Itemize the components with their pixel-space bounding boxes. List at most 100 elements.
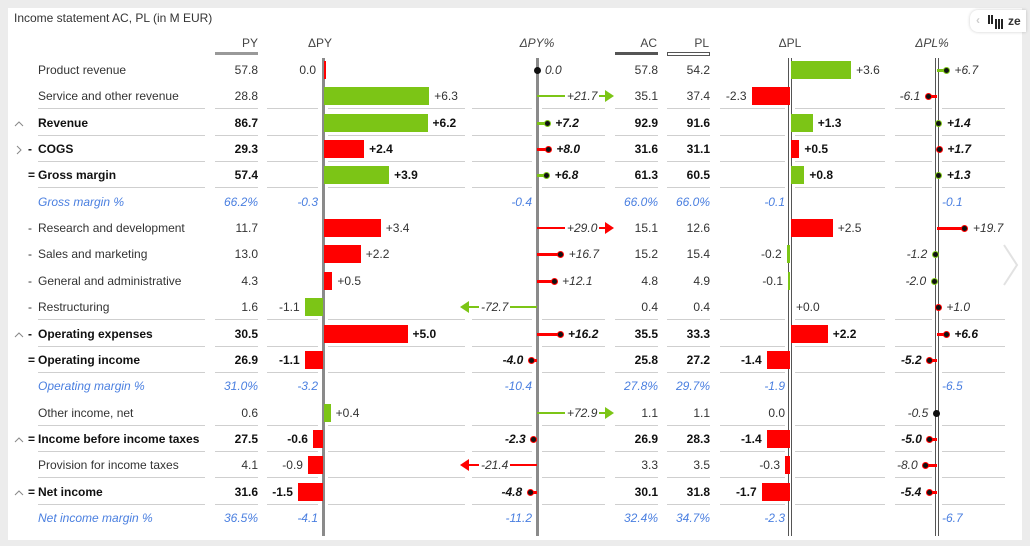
pl-value: 91.6 [686, 115, 710, 130]
row-separator [267, 450, 318, 452]
dpl-axis [788, 58, 792, 536]
dpl-value: +0.0 [796, 300, 820, 315]
row-prefix: = [28, 168, 36, 183]
row-separator [542, 345, 605, 347]
dplp-axis [935, 58, 939, 536]
dpyp-pin-line [537, 174, 547, 178]
dpy-value: +3.9 [394, 168, 418, 183]
dpy-value: -4.1 [297, 510, 318, 525]
expand-chevron-right-icon[interactable] [14, 145, 24, 155]
row-separator [720, 503, 785, 505]
row-separator [38, 134, 205, 136]
collapse-chevron-up-icon[interactable] [14, 435, 24, 445]
row-separator [667, 477, 710, 479]
row-separator [328, 450, 465, 452]
row-separator [215, 503, 258, 505]
row-separator [472, 345, 532, 347]
py-value: 66.2% [223, 194, 258, 209]
dpy-bar [324, 219, 381, 238]
dpy-value: +6.3 [434, 89, 458, 104]
dplp-pin-line [929, 490, 937, 494]
dplp-value: -1.2 [906, 247, 928, 262]
dpy-value: +6.2 [432, 115, 457, 130]
py-value: 1.6 [241, 300, 258, 315]
dplp-dot [931, 251, 939, 259]
chevron-right-icon[interactable] [1002, 243, 1020, 287]
dpyp-dot [526, 488, 534, 496]
dpy-value: +5.0 [412, 326, 437, 341]
row-prefix: - [28, 326, 32, 341]
dpl-value: +0.5 [804, 142, 829, 157]
dpl-value: -0.1 [764, 194, 785, 209]
ac-value: 4.8 [641, 273, 658, 288]
row-label: Research and development [38, 221, 185, 236]
row-separator [942, 345, 1005, 347]
py-value: 30.5 [234, 326, 258, 341]
pl-value: 4.9 [693, 273, 710, 288]
dpyp-dot [527, 356, 535, 364]
row-separator [542, 108, 605, 110]
dplp-value: -6.7 [942, 510, 963, 525]
zebra-toolbar-button[interactable]: ‹ ze [970, 10, 1026, 32]
collapse-chevron-up-icon[interactable] [14, 488, 24, 498]
row-separator [942, 450, 1005, 452]
row-separator [615, 134, 658, 136]
ac-value: 92.9 [634, 115, 658, 130]
dpl-bar [791, 113, 813, 132]
py-value: 13.0 [234, 247, 258, 262]
row-separator [720, 424, 785, 426]
arrow-head-icon [605, 406, 614, 419]
header-dpl: ΔPL [778, 36, 802, 50]
dpyp-pin-line [537, 332, 560, 336]
dpyp-value: -4.8 [501, 484, 523, 499]
dpyp-value: -0.4 [511, 194, 532, 209]
dpyp-dot [533, 67, 541, 74]
ac-value: 0.4 [641, 300, 658, 315]
dpyp-value: +8.0 [556, 142, 581, 157]
dplp-dot [942, 330, 950, 338]
row-prefix: = [28, 431, 36, 446]
dpyp-pin-line [537, 121, 548, 125]
row-separator [667, 424, 710, 426]
collapse-chevron-up-icon[interactable] [14, 119, 24, 129]
chevron-left-icon[interactable]: ‹ [976, 13, 980, 27]
row-separator [38, 345, 205, 347]
row-separator [720, 345, 785, 347]
py-value: 0.6 [241, 405, 258, 420]
row-separator [667, 161, 710, 163]
dpyp-value: +12.1 [562, 273, 593, 288]
row-separator [472, 424, 532, 426]
dpl-value: -0.1 [762, 273, 783, 288]
row-separator [267, 371, 318, 373]
dpl-bar [788, 271, 790, 290]
pl-value: 15.4 [686, 247, 710, 262]
dplp-dot [932, 409, 940, 417]
ac-value: 35.5 [634, 326, 658, 341]
dpyp-dot [544, 146, 552, 154]
row-separator [895, 108, 932, 110]
collapse-chevron-up-icon[interactable] [14, 330, 24, 340]
dplp-value: -2.0 [905, 273, 927, 288]
row-label: Net income [38, 484, 103, 499]
row-separator [38, 424, 205, 426]
header-pl: PL [694, 36, 709, 50]
row-separator [472, 477, 532, 479]
row-separator [615, 345, 658, 347]
row-separator [895, 477, 932, 479]
row-label: Net income margin % [38, 510, 153, 525]
dplp-value: -5.0 [901, 431, 922, 446]
dpyp-value: +72.9 [565, 405, 600, 420]
dplp-value: -6.5 [942, 379, 963, 394]
row-separator [720, 319, 785, 321]
dpyp-value: -4.0 [502, 352, 524, 367]
pl-value: 34.7% [675, 510, 710, 525]
ac-header-underline [615, 52, 658, 55]
py-value: 4.3 [241, 273, 258, 288]
row-separator [795, 187, 885, 189]
header-ac: AC [640, 36, 657, 50]
dpy-value: +0.5 [337, 273, 362, 288]
dpl-value: -0.3 [759, 458, 780, 473]
arrow-head-icon [605, 90, 614, 103]
row-separator [667, 345, 710, 347]
dpyp-pin-line [537, 148, 549, 152]
